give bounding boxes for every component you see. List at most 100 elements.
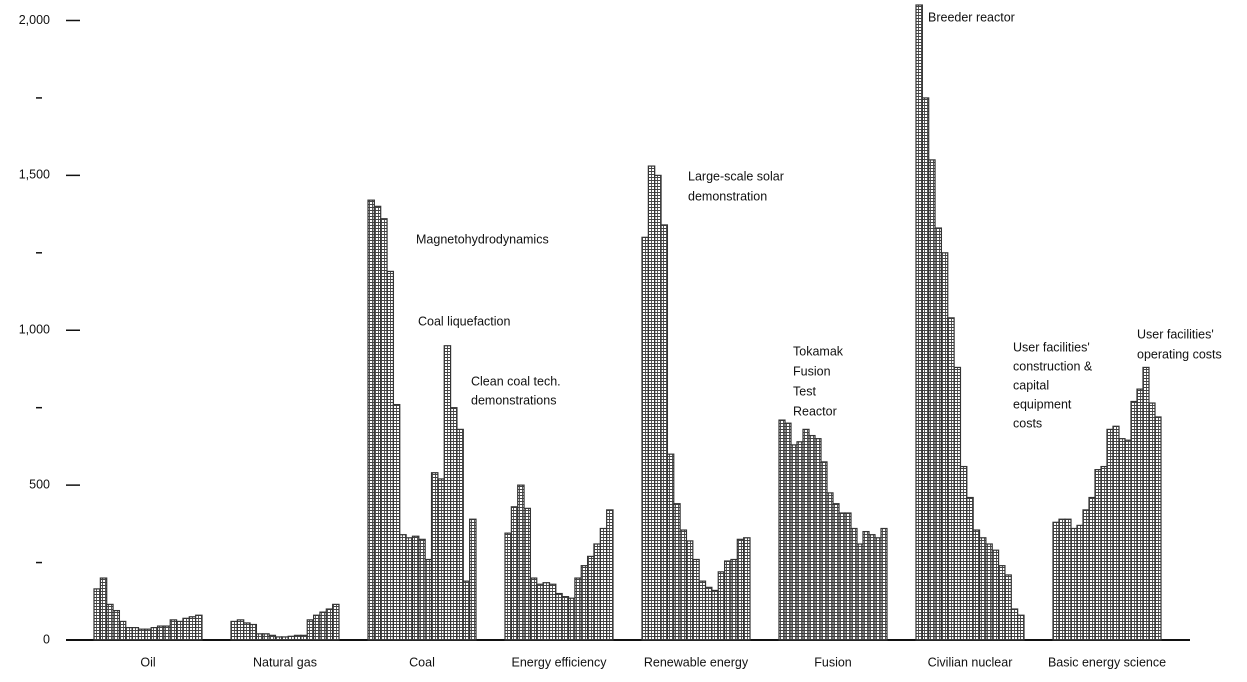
x-tick-label: Coal <box>409 655 435 669</box>
bar <box>373 205 382 641</box>
annotation: Coal liquefaction <box>418 314 510 328</box>
bar <box>188 616 197 641</box>
bar <box>844 512 852 641</box>
bar <box>796 441 804 641</box>
bar <box>868 534 876 641</box>
bar <box>723 560 732 641</box>
bar <box>469 518 477 641</box>
bar <box>249 623 258 641</box>
bar <box>997 565 1006 641</box>
bar <box>230 620 238 641</box>
bar <box>1052 521 1060 641</box>
y-tick-label: 1,500 <box>19 168 50 182</box>
bar <box>1100 465 1108 641</box>
bar <box>934 227 943 641</box>
bar <box>574 577 582 641</box>
bar <box>736 538 745 641</box>
bar <box>332 603 340 641</box>
bar <box>641 236 649 641</box>
y-tick-label: 2,000 <box>19 13 50 27</box>
bar <box>437 478 445 641</box>
bar <box>243 622 251 641</box>
bar <box>1142 366 1150 641</box>
bar <box>1058 518 1066 641</box>
bar <box>778 419 786 641</box>
bar <box>832 503 840 641</box>
bar <box>367 199 375 641</box>
bar <box>790 444 798 641</box>
bar <box>991 549 1000 641</box>
bar <box>698 580 707 641</box>
bar <box>784 422 792 641</box>
x-tick-label: Oil <box>140 655 155 669</box>
bar <box>679 529 688 641</box>
bar <box>704 586 713 641</box>
bar <box>1076 524 1084 641</box>
bar <box>673 503 681 641</box>
bar <box>1064 518 1072 641</box>
bar <box>125 627 133 641</box>
bar <box>392 403 401 641</box>
bar <box>972 529 981 641</box>
bar <box>1118 438 1126 641</box>
bar <box>1070 527 1078 641</box>
x-tick-label: Natural gas <box>253 655 317 669</box>
y-tick-label: 500 <box>29 477 50 491</box>
bar <box>418 538 426 641</box>
bar <box>93 588 101 641</box>
bar <box>666 453 675 641</box>
bar <box>1010 608 1019 641</box>
annotation: demonstration <box>688 189 767 203</box>
annotation: costs <box>1013 416 1042 430</box>
annotation: Fusion <box>793 364 831 378</box>
bar <box>555 592 563 641</box>
bar <box>156 625 165 641</box>
bar <box>730 558 738 641</box>
bar <box>542 582 551 641</box>
bar <box>405 537 414 641</box>
bar <box>580 565 589 641</box>
bar <box>281 636 289 641</box>
bar <box>306 619 315 641</box>
annotation: Breeder reactor <box>928 10 1015 24</box>
bar <box>1106 428 1114 641</box>
bar <box>163 625 171 641</box>
x-tick-label: Energy efficiency <box>512 655 608 669</box>
bar <box>150 627 159 641</box>
bar <box>255 633 264 641</box>
annotation: User facilities' <box>1137 327 1214 341</box>
bar <box>510 506 519 641</box>
bar <box>195 614 203 641</box>
bar <box>1124 439 1132 641</box>
bar <box>654 174 662 641</box>
bar <box>504 532 512 641</box>
bar <box>1136 388 1144 641</box>
bar <box>928 159 936 641</box>
bar <box>820 461 828 641</box>
bar <box>293 634 302 641</box>
bar <box>985 543 993 641</box>
bar <box>874 537 882 641</box>
bar <box>947 317 955 641</box>
bar <box>169 619 178 641</box>
bar <box>262 633 270 641</box>
bar <box>567 597 576 641</box>
bar <box>808 434 816 641</box>
bar <box>274 636 283 641</box>
bar <box>523 507 532 641</box>
bar <box>711 589 719 641</box>
bar <box>717 571 726 641</box>
bar <box>814 438 822 641</box>
bar <box>380 218 388 641</box>
annotation: Reactor <box>793 404 837 418</box>
bar <box>953 366 962 641</box>
x-tick-label: Fusion <box>814 655 852 669</box>
bar <box>1154 416 1162 641</box>
bar <box>880 527 888 641</box>
bar <box>915 4 923 641</box>
bar <box>593 543 601 641</box>
bar <box>144 628 152 641</box>
bar <box>660 224 669 641</box>
bar <box>1017 614 1025 641</box>
bar <box>99 577 108 641</box>
